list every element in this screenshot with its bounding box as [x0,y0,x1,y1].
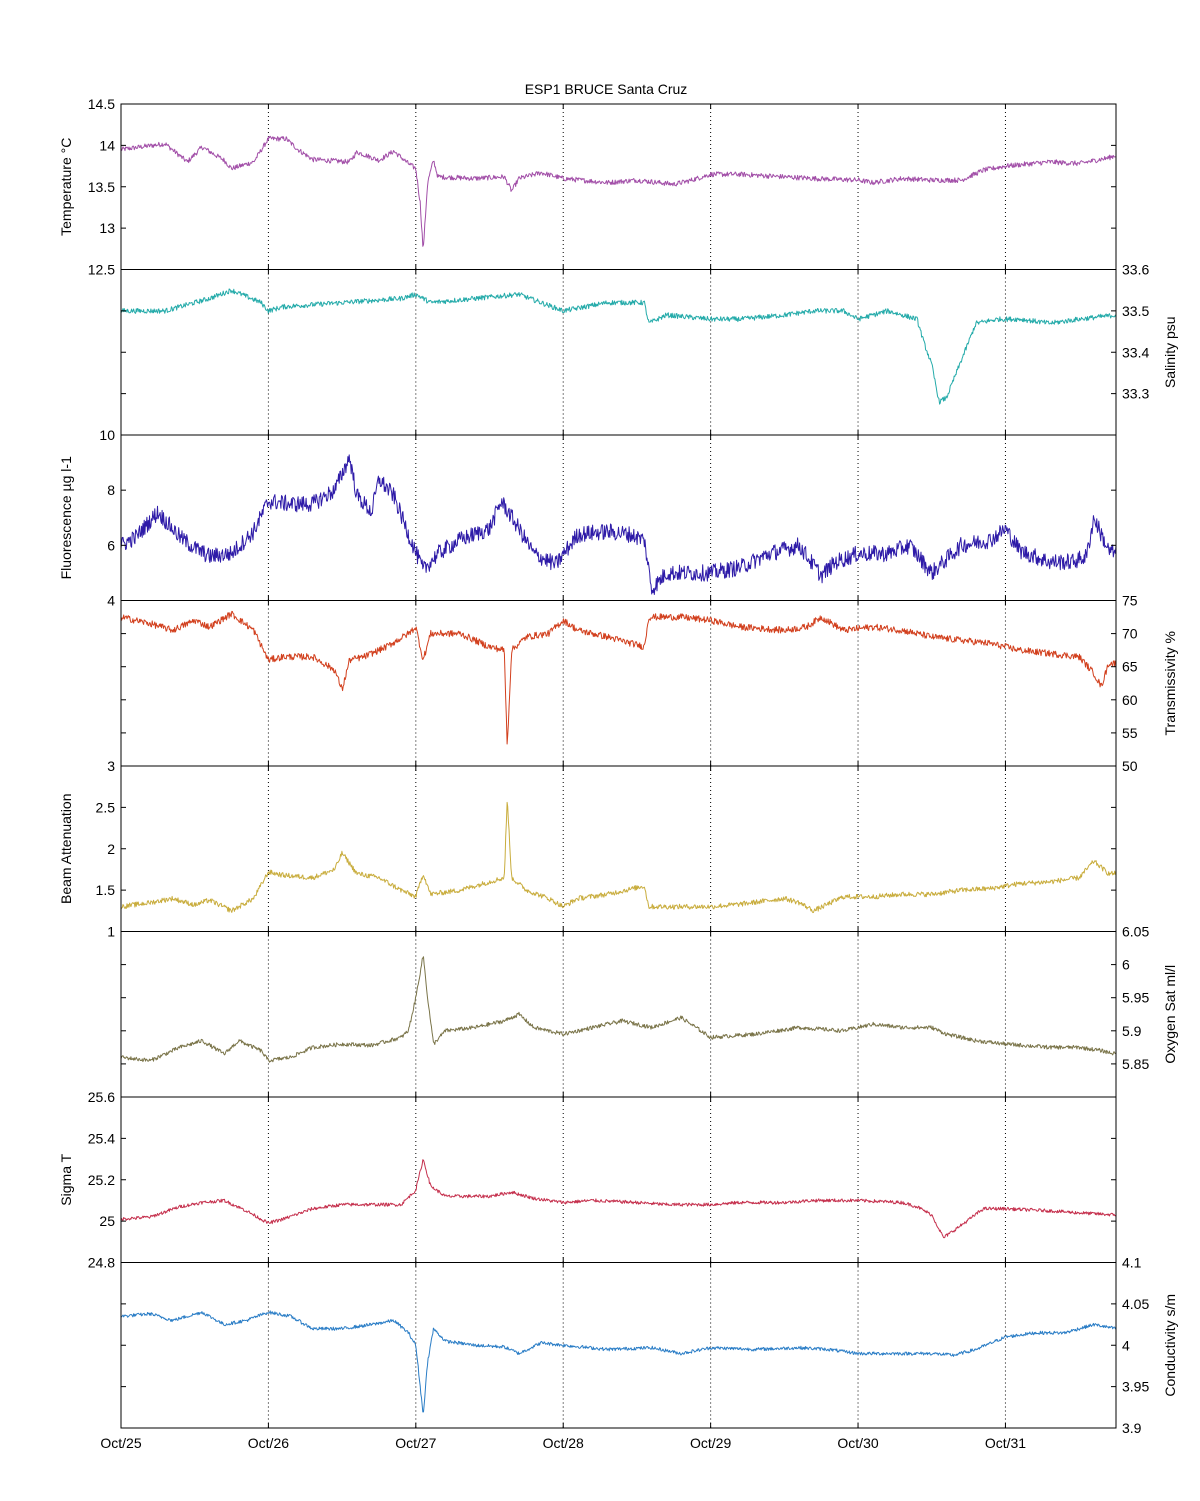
y-tick-label: 1.5 [96,882,116,898]
axes-frame [120,765,1117,932]
y-tick-label: 2 [107,841,115,857]
y-tick-label: 8 [107,482,115,498]
y-tick-label: 12.5 [88,262,115,278]
axes-frame [120,269,1117,436]
axes-frame [120,1096,1117,1263]
y-axis-label: Fluorescence µg l-1 [58,456,74,579]
y-tick-label: 4 [107,593,115,609]
series-line [120,135,1116,247]
y-tick-label: 14 [99,137,115,153]
y-axis-label: Salinity psu [1162,316,1178,388]
y-tick-label: 3.95 [1122,1379,1149,1395]
y-tick-label: 25 [99,1213,115,1229]
y-tick-label: 55 [1122,725,1138,741]
panel-7: 24.8 25 25.2 25.4 25.6 Sigma T [58,1089,1117,1271]
panel-6: 5.85 5.9 5.95 6 6.05 Oxygen Sat ml/l [120,924,1178,1098]
x-tick-label: Oct/30 [837,1435,878,1451]
panel-3: 4 6 8 10 Fluorescence µg l-1 [58,427,1117,609]
y-tick-label: 25.2 [88,1172,115,1188]
y-tick-label: 50 [1122,758,1138,774]
panel-2: 33.3 33.4 33.5 33.6 Salinity psu [120,262,1178,436]
x-tick-label: Oct/27 [395,1435,436,1451]
y-tick-label: 14.5 [88,96,115,112]
y-axis-label: Transmissivity % [1162,631,1178,736]
series-line [120,801,1117,914]
series-line [120,956,1117,1063]
y-tick-label: 5.95 [1122,990,1149,1006]
y-tick-label: 1 [107,924,115,940]
series-line [120,454,1117,595]
y-tick-label: 75 [1122,593,1138,609]
y-tick-label: 65 [1122,659,1138,675]
y-axis-label: Temperature °C [58,138,74,236]
y-tick-label: 4.1 [1122,1255,1142,1271]
chart-title: ESP1 BRUCE Santa Cruz [525,81,688,97]
x-axis: Oct/25 Oct/26 Oct/27 Oct/28 Oct/29 Oct/30 Oct/… [100,1435,1026,1451]
y-tick-label: 25.4 [88,1130,115,1146]
x-tick-label: Oct/29 [690,1435,731,1451]
series-line [120,288,1117,405]
y-tick-label: 3.9 [1122,1420,1142,1436]
y-tick-label: 33.3 [1122,386,1149,402]
x-tick-label: Oct/28 [543,1435,584,1451]
axes-frame [120,931,1117,1098]
y-tick-label: 24.8 [88,1255,115,1271]
y-tick-label: 33.6 [1122,262,1149,278]
y-tick-label: 6 [1122,957,1130,973]
axes-frame [120,434,1117,601]
y-tick-label: 25.6 [88,1089,115,1105]
axes-frame [120,103,1117,270]
y-tick-label: 10 [99,427,115,443]
y-tick-label: 33.4 [1122,344,1149,360]
panel-1: 12.5 13 13.5 14 14.5 Temperature °C [58,96,1117,278]
series-line [120,610,1117,745]
y-tick-label: 3 [107,758,115,774]
series-line [120,1159,1117,1239]
y-tick-label: 4 [1122,1337,1130,1353]
y-tick-label: 60 [1122,692,1138,708]
axes-frame [120,1262,1117,1429]
y-tick-label: 5.85 [1122,1056,1149,1072]
y-axis-label: Beam Attenuation [58,793,74,904]
series-line [120,1310,1117,1413]
y-tick-label: 2.5 [96,799,116,815]
y-tick-label: 6.05 [1122,924,1149,940]
panel-5: 1 1.5 2 2.5 3 Beam Attenuation [58,758,1117,940]
y-axis-label: Oxygen Sat ml/l [1162,965,1178,1064]
y-tick-label: 13.5 [88,179,115,195]
panel-8: 3.9 3.95 4 4.05 4.1 Conductivity s/m [120,1255,1178,1436]
x-tick-label: Oct/31 [985,1435,1026,1451]
y-axis-label: Conductivity s/m [1162,1294,1178,1397]
y-tick-label: 33.5 [1122,303,1149,319]
y-tick-label: 5.9 [1122,1023,1142,1039]
y-tick-label: 6 [107,537,115,553]
x-tick-label: Oct/25 [100,1435,141,1451]
panel-4: 50 55 60 65 70 75 Transmissivity % [120,593,1178,774]
axes-frame [120,600,1117,767]
y-tick-label: 13 [99,220,115,236]
y-tick-label: 4.05 [1122,1296,1149,1312]
y-tick-label: 70 [1122,626,1138,642]
y-axis-label: Sigma T [58,1153,74,1205]
x-tick-label: Oct/26 [248,1435,289,1451]
